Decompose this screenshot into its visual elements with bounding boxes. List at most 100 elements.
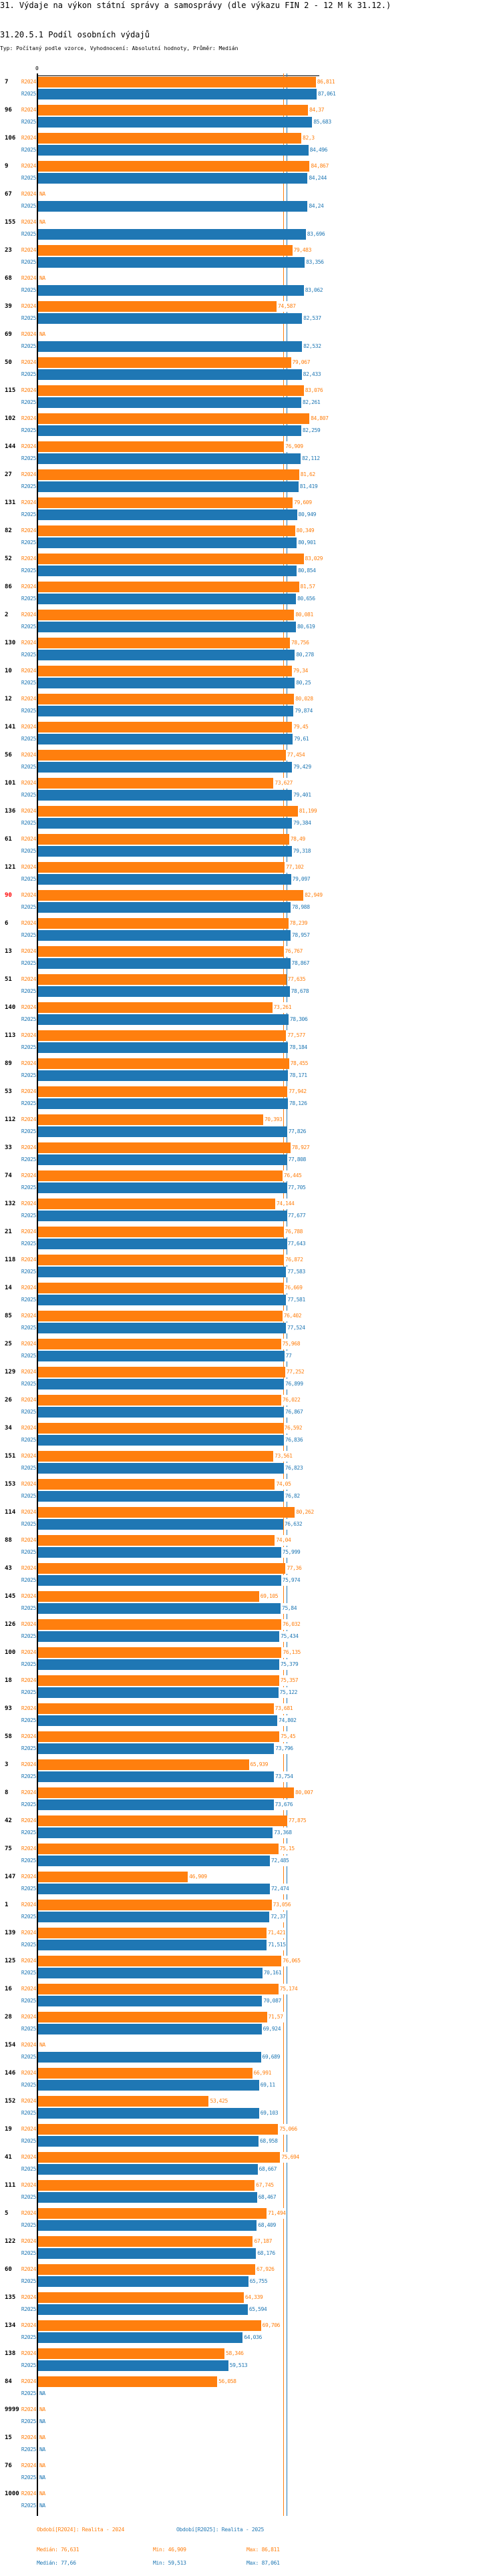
series-label: R2024 [21,1565,36,1571]
bar-r2024 [38,497,293,508]
bar-group-136: 136 R2024 81,199 R2025 79,384 [0,806,501,834]
series-label: R2024 [21,1369,36,1375]
bar-r2024 [38,2012,267,2022]
series-label: R2025 [21,1577,36,1583]
value-label: 76,788 [284,1227,304,1237]
bar-r2025 [38,1407,284,1418]
series-label: R2024 [21,976,36,982]
category-label: 51 [5,976,12,983]
series-label: R2024 [21,920,36,926]
bar-r2025 [38,818,293,829]
bar-group-16: 16 R2024 75,174 R2025 70,087 [0,1984,501,2012]
value-label: 79,318 [292,846,312,857]
series-label: R2025 [21,2306,36,2312]
series-label: R2024 [21,948,36,954]
bar-r2024 [38,1984,279,1994]
bar-group-69: 69 R2024 NA R2025 82,532 [0,329,501,357]
value-label: 73,261 [273,1002,293,1013]
bar-group-130: 130 R2024 78,756 R2025 80,278 [0,638,501,666]
bar-group-112: 112 R2024 70,393 R2025 77,826 [0,1114,501,1142]
series-label: R2025 [21,848,36,854]
value-label: 74,144 [275,1199,295,1209]
series-label: R2024 [21,2266,36,2272]
bar-r2024 [38,1086,288,1097]
value-label: 67,187 [253,2236,273,2247]
value-label: 78,455 [289,1058,309,1069]
series-label: R2024 [21,1144,36,1150]
bar-group-3: 3 R2024 65,939 R2025 73,754 [0,1759,501,1787]
bar-r2024 [38,946,284,957]
value-label: 77,643 [287,1239,307,1249]
series-label: R2025 [21,343,36,349]
bar-r2025 [38,2332,243,2343]
value-label: 79,384 [293,818,312,829]
bar-r2024 [38,1619,281,1630]
bar-group-6: 6 R2024 78,239 R2025 78,957 [0,918,501,946]
category-label: 100 [5,1649,16,1656]
category-label: 134 [5,2322,16,2329]
bar-r2025 [38,285,304,296]
bar-r2024 [38,105,308,116]
bar-r2025 [38,1743,275,1754]
value-label: 82,112 [301,453,321,464]
value-label: 74,04 [275,1535,292,1546]
bar-r2024 [38,1956,282,1966]
value-label: 75,15 [279,1844,295,1854]
bar-group-8: 8 R2024 80,007 R2025 73,676 [0,1787,501,1815]
value-label: 71,494 [267,2208,287,2219]
bar-r2025 [38,397,301,408]
bar-r2024 [38,974,287,985]
series-label: R2024 [21,1537,36,1543]
bar-group-14: 14 R2024 76,669 R2025 77,581 [0,1283,501,1311]
series-label: R2024 [21,724,36,730]
series-label: R2024 [21,1425,36,1431]
bar-r2025 [38,117,313,128]
value-label: 68,467 [257,2192,277,2203]
bar-group-19: 19 R2024 75,066 R2025 68,958 [0,2124,501,2152]
series-label: R2025 [21,1016,36,1022]
bar-r2024 [38,2180,255,2191]
bar-group-12: 12 R2024 80,028 R2025 79,874 [0,694,501,722]
value-label: 80,854 [297,566,317,576]
series-label: R2024 [21,2462,36,2468]
series-label: R2025 [21,1633,36,1639]
value-label: 71,57 [267,2012,284,2022]
bar-group-151: 151 R2024 73,561 R2025 76,823 [0,1451,501,1479]
category-label: 9999 [5,2406,19,2413]
bar-r2024 [38,1114,263,1125]
bar-group-50: 50 R2024 79,067 R2025 82,433 [0,357,501,385]
bar-r2025 [38,1239,287,1249]
value-label: 79,097 [291,874,311,885]
series-label: R2024 [21,275,36,281]
series-label: R2025 [21,2054,36,2060]
bar-group-118: 118 R2024 76,872 R2025 77,583 [0,1255,501,1283]
bar-group-53: 53 R2024 77,942 R2025 78,126 [0,1086,501,1114]
bar-r2025 [38,257,305,268]
series-label: R2024 [21,1172,36,1178]
value-label: 75,357 [279,1675,299,1686]
value-label: 82,259 [301,425,321,436]
series-label: R2025 [21,540,36,546]
value-label: 73,681 [274,1703,294,1714]
bar-group-96: 96 R2024 84,37 R2025 85,683 [0,105,501,133]
category-label: 13 [5,948,12,955]
bar-r2024 [38,1030,287,1041]
series-label: R2025 [21,147,36,153]
bar-r2024 [38,2096,209,2107]
bar-group-25: 25 R2024 75,968 R2025 77 [0,1339,501,1367]
bar-group-52: 52 R2024 83,029 R2025 80,854 [0,554,501,582]
bar-group-9999: 9999 R2024 NA R2025 NA [0,2404,501,2432]
value-label: NA [39,2489,46,2499]
series-label: R2025 [21,511,36,517]
value-label: 77,635 [287,974,307,985]
category-label: 141 [5,724,16,730]
value-label: 68,176 [257,2248,276,2259]
series-label: R2025 [21,231,36,237]
bar-r2024 [38,1002,273,1013]
series-label: R2025 [21,876,36,882]
bar-group-39: 39 R2024 74,587 R2025 82,537 [0,301,501,329]
value-label: 77,808 [287,1154,307,1165]
category-label: 130 [5,640,16,646]
report-title: 31. Výdaje na výkon státní správy a samo… [0,1,391,10]
series-label: R2025 [21,1745,36,1751]
